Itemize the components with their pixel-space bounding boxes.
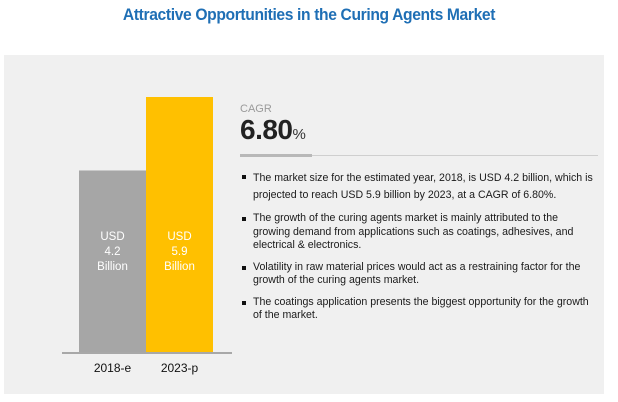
- finding-item: Volatility in raw material prices would …: [242, 261, 597, 288]
- finding-item: The coatings application presents the bi…: [242, 296, 597, 323]
- finding-item: The market size for the estimated year, …: [242, 170, 597, 204]
- cagr-number: 6.80: [240, 114, 293, 145]
- chart-title: Attractive Opportunities in the Curing A…: [122, 5, 496, 24]
- finding-text: Volatility in raw material prices would …: [253, 260, 581, 287]
- bar-2018-e: [79, 170, 146, 352]
- bar-data-label: USD: [167, 231, 191, 243]
- bar-data-label: 4.2: [105, 246, 121, 258]
- bar-data-label: USD: [100, 231, 124, 243]
- finding-text: The growth of the curing agents market i…: [253, 212, 574, 251]
- bar-data-label: Billion: [97, 261, 128, 273]
- bar-data-label: Billion: [164, 261, 195, 273]
- x-tick-label: 2023-p: [161, 361, 199, 375]
- cagr-unit: %: [292, 126, 306, 143]
- bullet-icon: [242, 300, 246, 305]
- cagr-value: 6.80%: [240, 114, 306, 146]
- cagr-divider: [240, 155, 598, 156]
- cagr-divider-accent: [240, 154, 312, 157]
- x-tick-label: 2018-e: [94, 361, 132, 375]
- bullet-icon: [242, 217, 246, 221]
- bullet-icon: [242, 175, 246, 179]
- bar-data-label: 5.9: [172, 246, 188, 258]
- bar-2023-p: [146, 97, 213, 352]
- key-findings-list: The market size for the estimated year, …: [242, 170, 597, 331]
- cagr-label: CAGR: [240, 103, 272, 115]
- finding-text: The market size for the estimated year, …: [253, 172, 593, 201]
- finding-text: The coatings application presents the bi…: [253, 295, 589, 322]
- bullet-icon: [242, 265, 246, 270]
- finding-item: The growth of the curing agents market i…: [242, 212, 597, 253]
